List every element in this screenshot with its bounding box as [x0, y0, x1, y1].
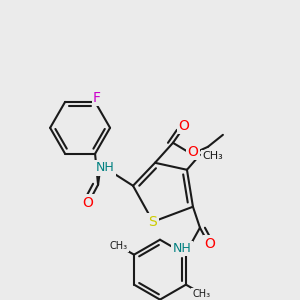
- Text: NH: NH: [96, 161, 114, 174]
- Text: F: F: [93, 91, 101, 105]
- Text: NH: NH: [172, 242, 191, 255]
- Text: O: O: [178, 119, 189, 133]
- Text: O: O: [205, 237, 215, 251]
- Text: O: O: [82, 196, 94, 210]
- Text: CH₃: CH₃: [202, 151, 223, 161]
- Text: CH₃: CH₃: [192, 289, 211, 298]
- Text: O: O: [188, 145, 198, 159]
- Text: CH₃: CH₃: [110, 241, 128, 251]
- Text: S: S: [148, 215, 158, 229]
